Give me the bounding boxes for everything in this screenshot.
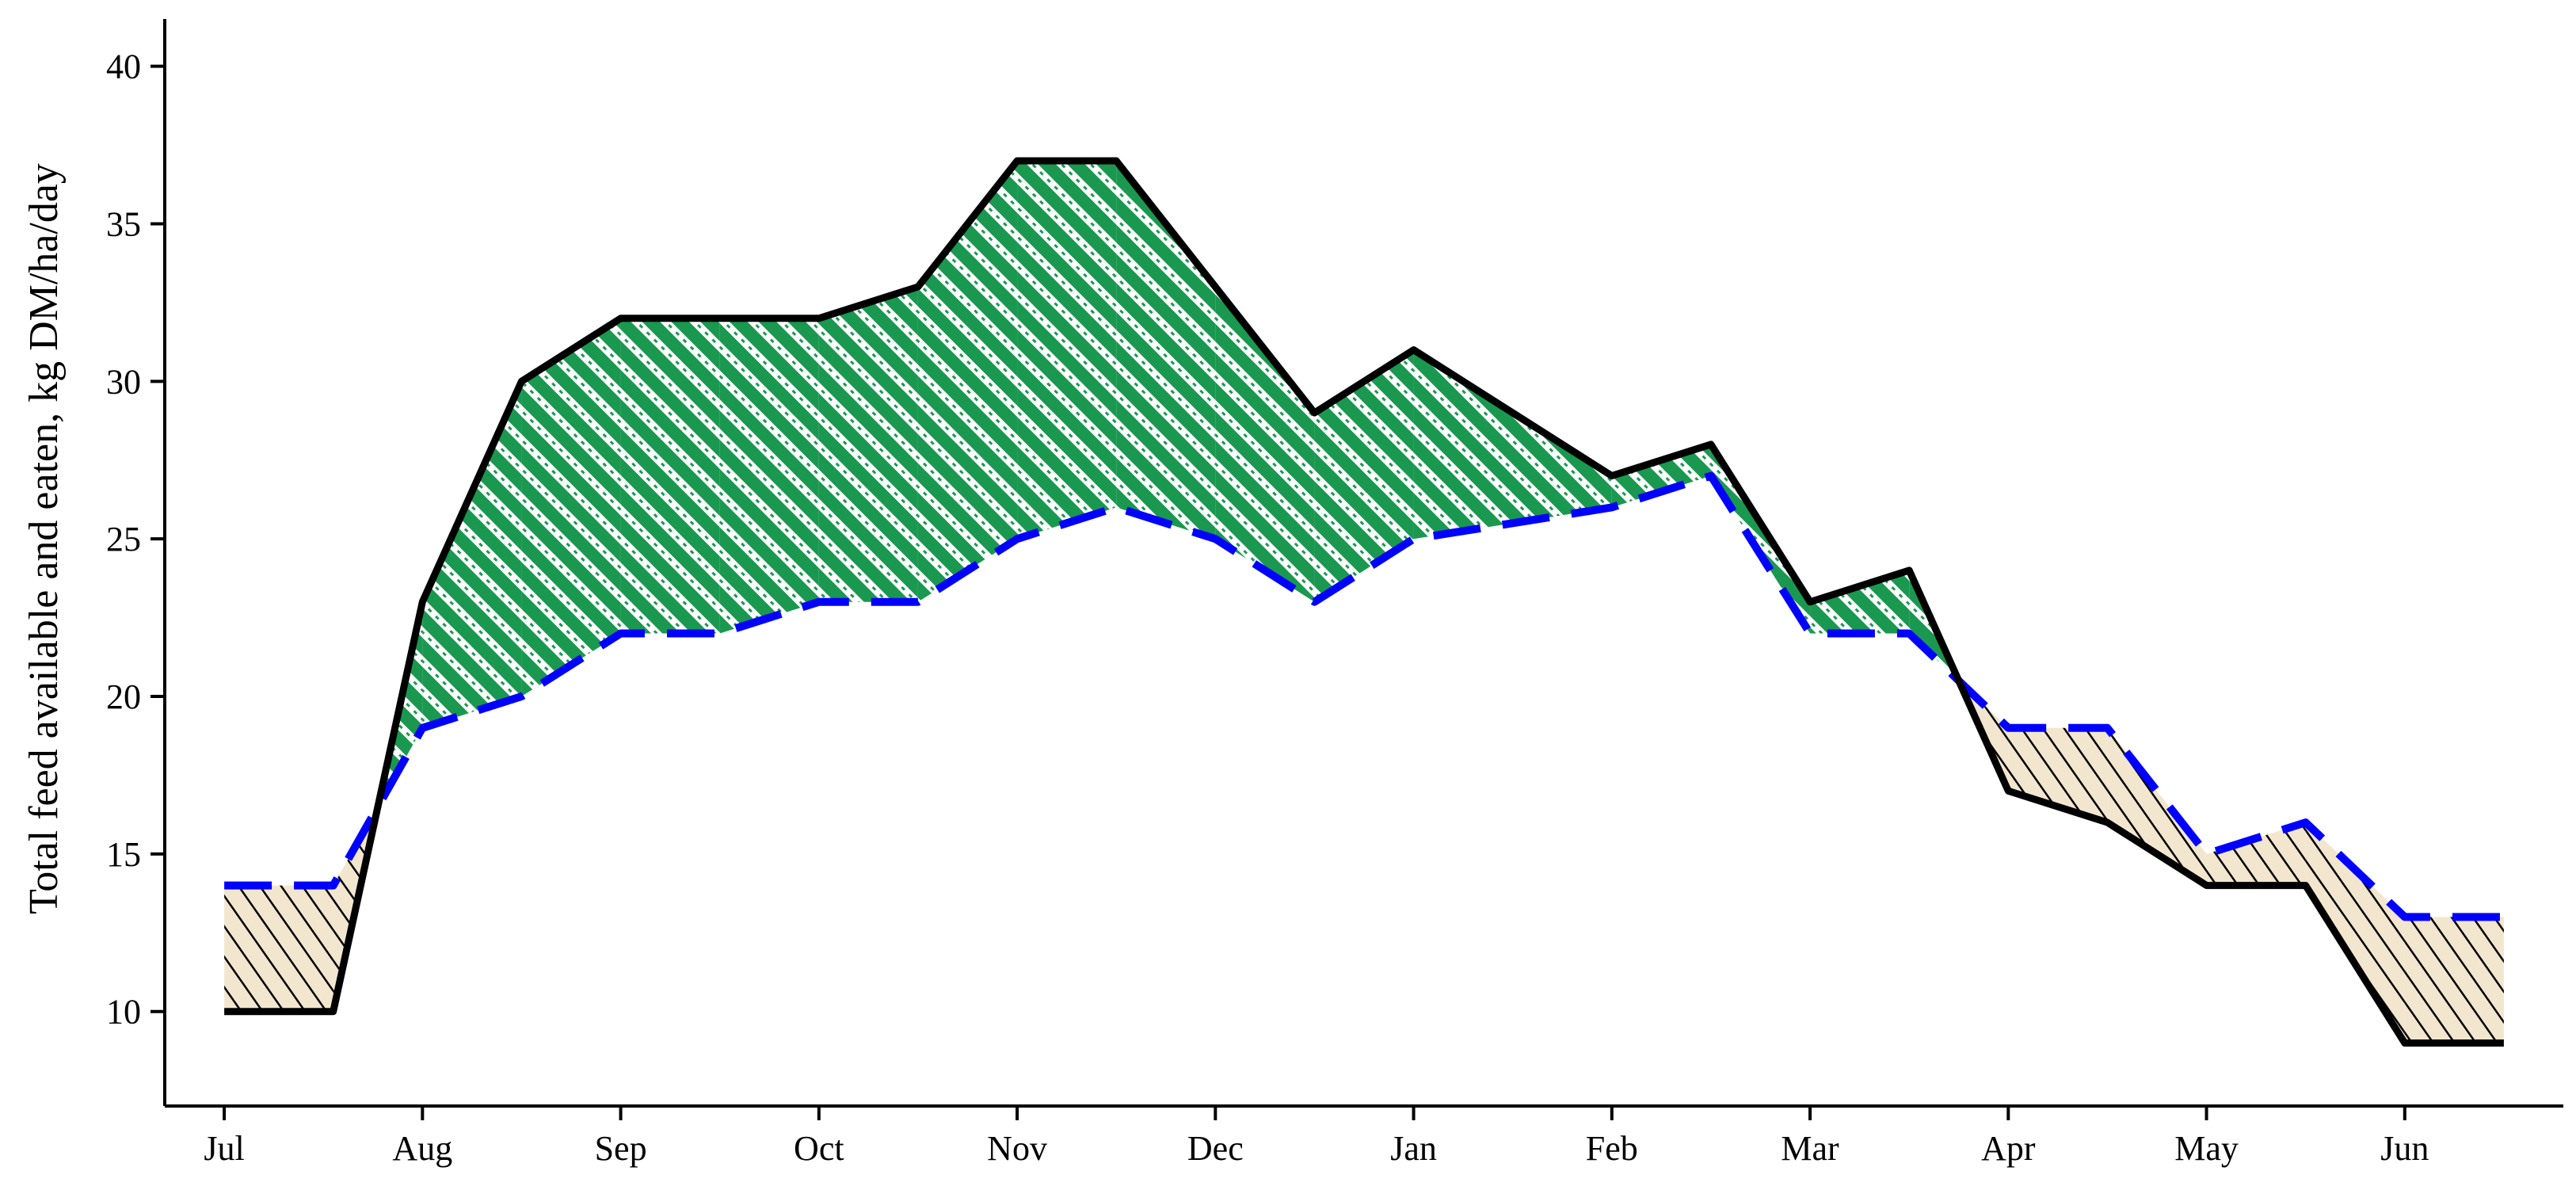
y-tick-label: 10: [106, 993, 141, 1032]
deficit-area-segment: [2305, 822, 2405, 1043]
deficit-area-segment: [2404, 917, 2504, 1043]
axes: 10 15 20 25 30 35 40 Jul Aug Sep Oct Nov Dec Jan Feb Ma…: [106, 19, 2563, 1168]
surplus-area-segment: [620, 318, 720, 634]
surplus-area-segment: [1413, 349, 1612, 540]
surplus-area-segment: [1017, 161, 1117, 540]
x-tick-label: Dec: [1187, 1129, 1244, 1168]
deficit-area-segment: [2107, 727, 2207, 886]
surplus-area-segment: [1611, 444, 1711, 508]
surplus-area-segment: [719, 318, 819, 634]
x-tick-label: Feb: [1586, 1129, 1638, 1168]
deficit-area-segment: [224, 885, 333, 1012]
solid-black-series-line: [224, 157, 2504, 1047]
series-lines: [224, 157, 2504, 1047]
x-tick-label: Apr: [1981, 1129, 2036, 1168]
x-tick-label: Nov: [987, 1129, 1047, 1168]
surplus-area-segment: [422, 381, 522, 728]
surplus-area-segment: [818, 287, 918, 602]
dashed-blue-series-line: [224, 471, 2504, 921]
x-tick-label: Jan: [1390, 1129, 1437, 1168]
deficit-area-segment: [2008, 727, 2108, 823]
surplus-area-segment: [1710, 444, 1811, 634]
surplus-area-segment: [1314, 349, 1414, 602]
y-tick-label: 20: [106, 677, 141, 716]
x-tick-label: Sep: [595, 1129, 647, 1168]
x-tick-label: Jun: [2380, 1129, 2429, 1168]
x-tick-label: Aug: [392, 1129, 452, 1168]
surplus-area-segment: [1810, 570, 1910, 634]
x-tick-label: Oct: [794, 1129, 844, 1168]
x-tick-label: Mar: [1781, 1129, 1839, 1168]
y-tick-label: 35: [106, 204, 141, 243]
surplus-area-segment: [917, 161, 1018, 602]
surplus-area-segment: [1116, 161, 1216, 540]
surplus-area-segment: [1215, 287, 1315, 602]
deficit-area-segment: [2206, 822, 2306, 886]
y-tick-label: 25: [106, 520, 141, 559]
y-tick-label: 15: [106, 835, 141, 874]
y-axis-title: Total feed available and eaten, kg DM/ha…: [21, 163, 67, 914]
y-tick-label: 30: [106, 362, 141, 401]
x-tick-label: May: [2174, 1129, 2239, 1168]
x-tick-label: Jul: [204, 1129, 244, 1168]
surplus-area-segment: [521, 318, 621, 696]
fill-layer: [224, 161, 2504, 1043]
y-tick-label: 40: [106, 48, 141, 86]
